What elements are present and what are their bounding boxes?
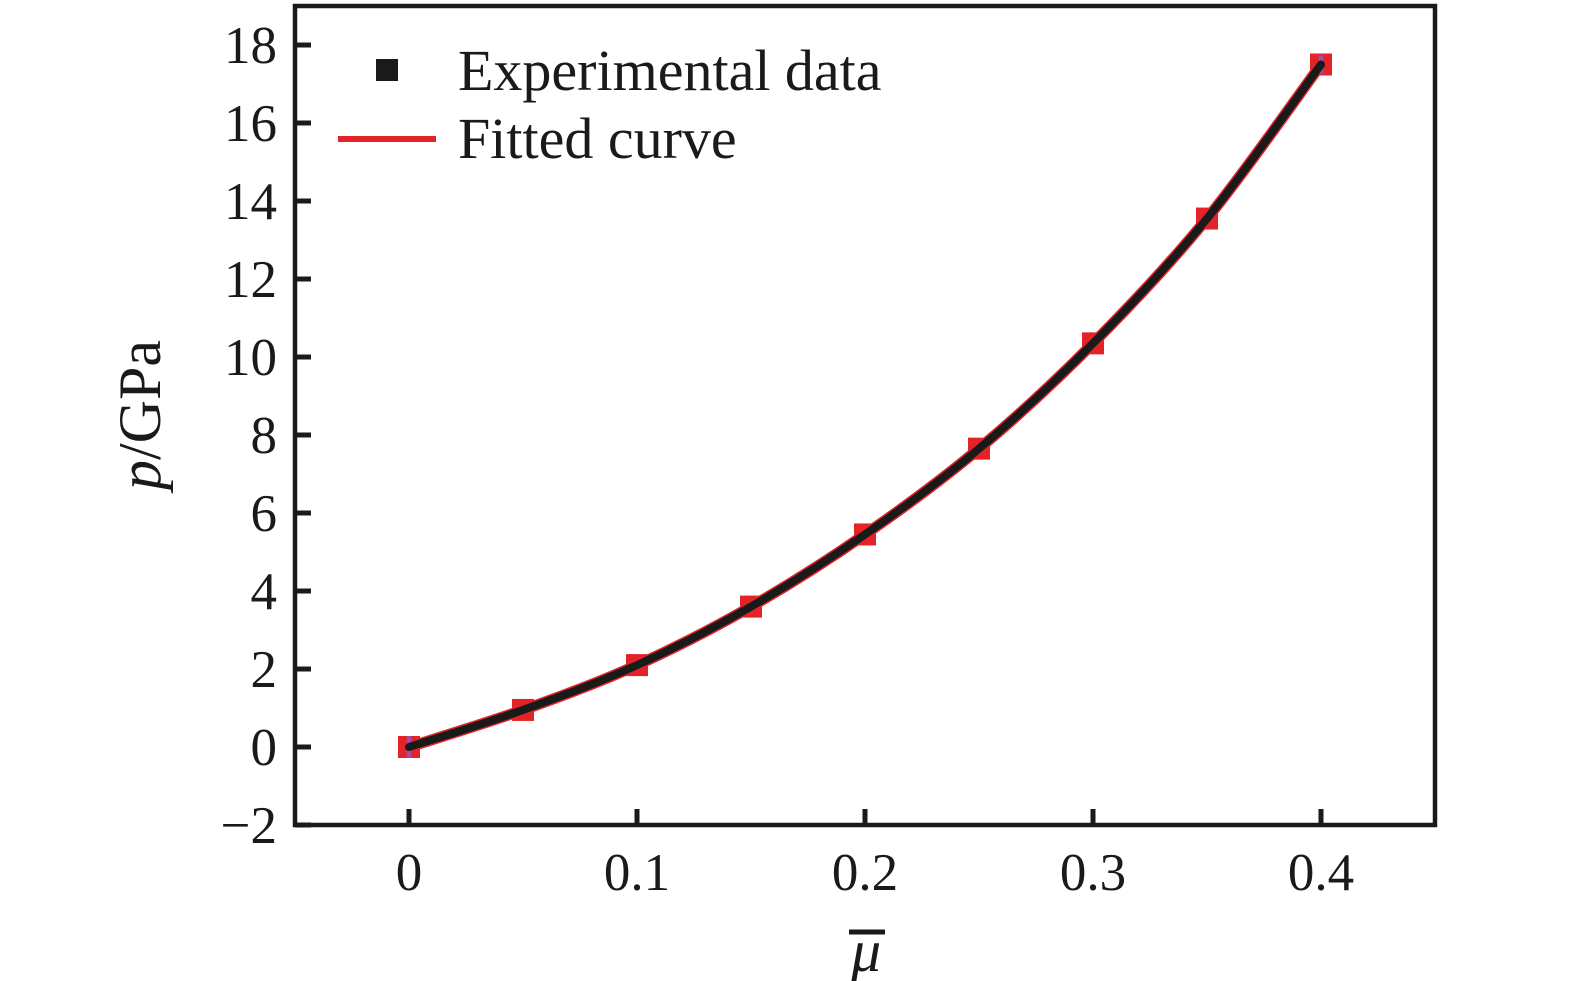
x-axis-ticks: 0 0.1 0.2 0.3 0.4 <box>396 809 1354 902</box>
y-axis-label: p/GPa <box>107 340 173 494</box>
plot-frame <box>292 3 1438 828</box>
x-tick-label: 0.4 <box>1288 844 1354 902</box>
aux-marks <box>405 55 1325 758</box>
x-tick-label: 0.2 <box>832 844 898 902</box>
y-tick-label: 4 <box>251 563 278 621</box>
fitted-curve-black-overlay <box>405 60 1325 751</box>
legend-label-experimental-data: Experimental data <box>458 38 882 103</box>
y-axis-label-unit: /GPa <box>107 340 173 460</box>
y-tick-label: 14 <box>224 173 277 231</box>
y-tick-label: 8 <box>251 407 278 465</box>
y-tick-label: 6 <box>251 485 278 543</box>
y-tick-label: −2 <box>221 797 277 855</box>
y-tick-label: 2 <box>251 641 278 699</box>
y-tick-label: 18 <box>224 17 277 75</box>
x-axis-label: μ <box>849 918 885 981</box>
legend: Experimental data Fitted curve <box>338 38 882 171</box>
y-axis-ticks: −2 0 2 4 6 8 10 12 14 16 18 <box>221 17 311 855</box>
x-tick-label: 0.1 <box>604 844 670 902</box>
x-tick-label: 0.3 <box>1060 844 1126 902</box>
y-tick-label: 12 <box>224 251 277 309</box>
x-axis-label-symbol: μ <box>850 918 881 981</box>
x-tick-label: 0 <box>396 844 423 902</box>
legend-label-fitted-curve: Fitted curve <box>458 106 737 171</box>
y-tick-label: 0 <box>251 719 278 777</box>
y-tick-label: 10 <box>224 329 277 387</box>
legend-swatch-square-icon <box>376 59 398 81</box>
y-tick-label: 16 <box>224 95 277 153</box>
y-axis-label-symbol: p <box>107 460 173 494</box>
